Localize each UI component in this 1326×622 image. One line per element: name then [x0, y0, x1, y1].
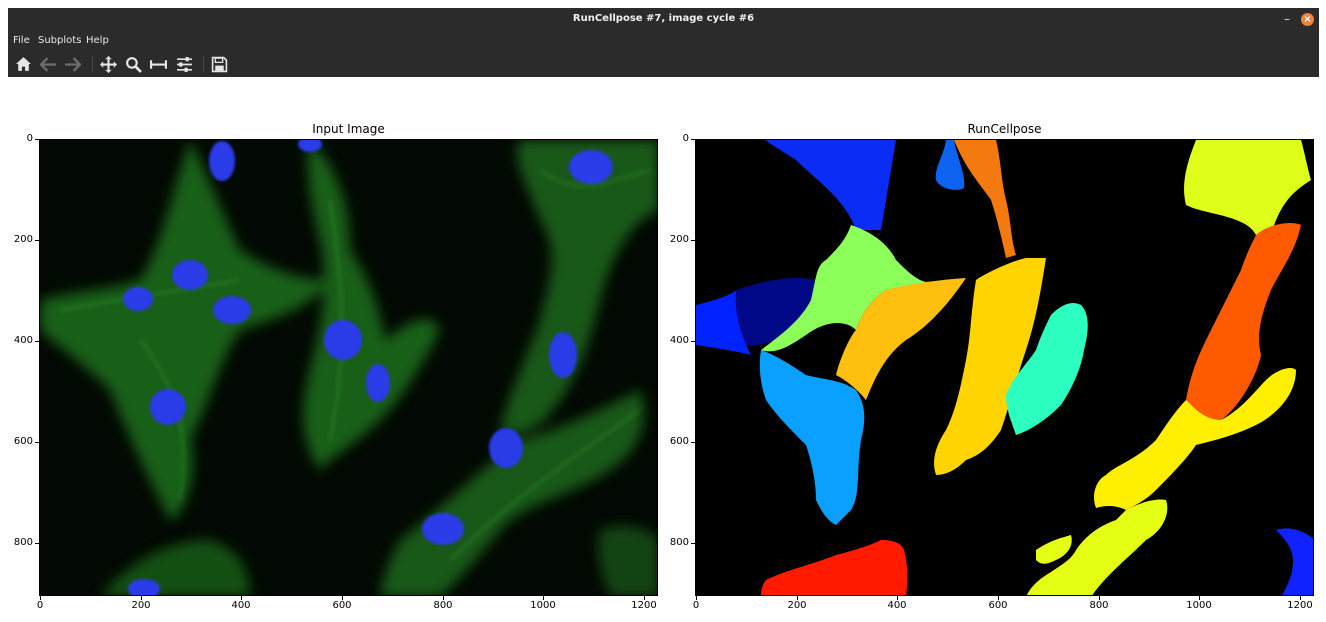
cellpose-mask-image: [696, 140, 1313, 595]
x-tick-label: 200: [131, 600, 151, 611]
y-tick-label: 400: [13, 335, 33, 346]
menu-bar: File Subplots Help: [8, 32, 1319, 50]
x-tick-label: 1200: [1287, 600, 1313, 611]
pan-move-icon: [99, 55, 117, 73]
home-button[interactable]: [13, 54, 33, 74]
toolbar: [8, 50, 1319, 77]
x-tick-label: 1000: [1186, 600, 1212, 611]
y-tick: [35, 240, 39, 241]
y-tick-label: 200: [669, 234, 689, 245]
menu-subplots[interactable]: Subplots: [38, 35, 82, 46]
y-tick: [691, 240, 695, 241]
y-tick-label: 800: [13, 537, 33, 548]
zoom-button[interactable]: [123, 54, 143, 74]
close-button[interactable]: ×: [1301, 13, 1314, 26]
y-tick-label: 0: [26, 133, 33, 144]
y-tick-label: 800: [669, 537, 689, 548]
x-tick-label: 1000: [530, 600, 556, 611]
save-button[interactable]: [209, 54, 229, 74]
x-tick-label: 0: [36, 600, 44, 611]
y-tick: [691, 442, 695, 443]
x-tick-label: 600: [332, 600, 352, 611]
x-tick: [1199, 596, 1200, 600]
zoom-magnifier-icon: [125, 56, 142, 73]
y-tick: [691, 341, 695, 342]
x-tick: [443, 596, 444, 600]
x-tick-label: 800: [433, 600, 453, 611]
pan-button[interactable]: [98, 54, 118, 74]
x-tick-label: 800: [1089, 600, 1109, 611]
y-tick-label: 0: [682, 133, 689, 144]
x-tick-label: 200: [787, 600, 807, 611]
edit-axis-icon: [176, 56, 192, 72]
configure-subplots-icon: [149, 59, 167, 69]
configure-subplots-button[interactable]: [148, 54, 168, 74]
x-tick: [543, 596, 544, 600]
right-plot-title: RunCellpose: [967, 122, 1042, 136]
x-tick: [1099, 596, 1100, 600]
y-tick: [691, 543, 695, 544]
x-tick: [241, 596, 242, 600]
y-tick: [691, 139, 695, 140]
x-tick-label: 0: [692, 600, 700, 611]
cellpose-mask-axes[interactable]: [695, 139, 1314, 596]
y-tick-label: 200: [13, 234, 33, 245]
y-tick: [35, 139, 39, 140]
x-tick: [998, 596, 999, 600]
x-tick-label: 400: [887, 600, 907, 611]
x-tick: [897, 596, 898, 600]
menu-file[interactable]: File: [13, 35, 30, 46]
x-tick: [342, 596, 343, 600]
x-tick-label: 400: [231, 600, 251, 611]
x-tick: [40, 596, 41, 600]
x-tick: [1300, 596, 1301, 600]
left-plot-title: Input Image: [312, 122, 385, 136]
window-title: RunCellpose #7, image cycle #6: [572, 13, 755, 24]
y-tick: [35, 543, 39, 544]
forward-arrow-icon: [64, 56, 81, 72]
minimize-button[interactable]: –: [1284, 12, 1290, 26]
y-tick-label: 600: [669, 436, 689, 447]
x-tick: [644, 596, 645, 600]
back-button[interactable]: [38, 54, 58, 74]
x-tick: [696, 596, 697, 600]
edit-axis-button[interactable]: [174, 54, 194, 74]
x-tick-label: 1200: [631, 600, 657, 611]
y-tick-label: 400: [669, 335, 689, 346]
toolbar-separator: [203, 56, 204, 72]
y-tick-label: 600: [13, 436, 33, 447]
y-tick: [35, 442, 39, 443]
input-image-axes[interactable]: [39, 139, 658, 596]
x-tick-label: 600: [988, 600, 1008, 611]
x-tick: [141, 596, 142, 600]
x-tick: [797, 596, 798, 600]
toolbar-separator: [92, 56, 93, 72]
home-icon: [15, 56, 31, 71]
back-arrow-icon: [39, 56, 56, 72]
y-tick: [35, 341, 39, 342]
forward-button[interactable]: [62, 54, 82, 74]
title-bar: RunCellpose #7, image cycle #6 – ×: [8, 8, 1319, 32]
save-disk-icon: [211, 56, 227, 72]
input-image: [40, 140, 657, 595]
menu-help[interactable]: Help: [86, 35, 109, 46]
